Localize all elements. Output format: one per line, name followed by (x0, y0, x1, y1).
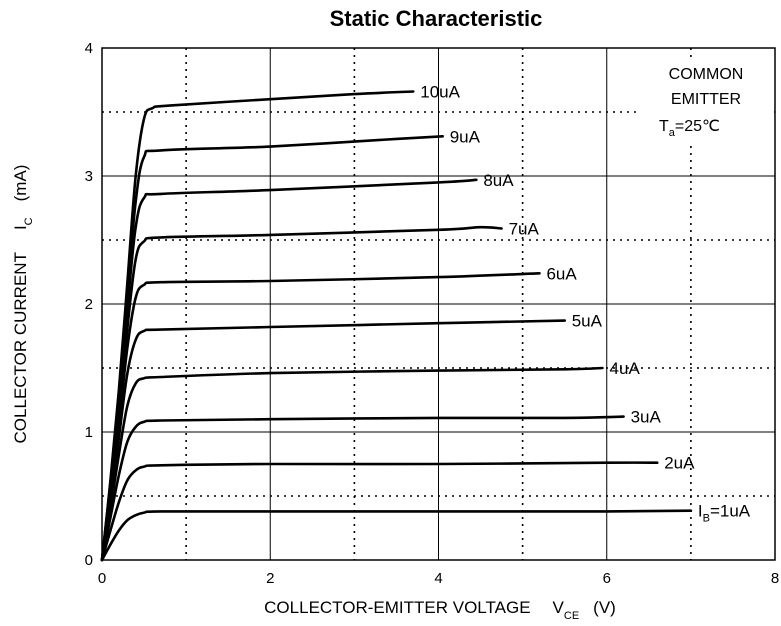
y-tick-label-0: 0 (85, 552, 93, 569)
x-tick-label-8: 8 (771, 570, 779, 587)
y-axis-subscript: C (23, 217, 35, 225)
x-axis-unit: (V) (593, 598, 616, 617)
chart-title: Static Characteristic (330, 6, 543, 31)
curve-label-1uA: IB=1uA (698, 502, 751, 525)
curve-label-4uA: 4uA (610, 359, 641, 378)
y-axis-label: COLLECTOR CURRENT IC (mA) (11, 165, 35, 444)
x-tick-label-4: 4 (434, 570, 442, 587)
curve-label-10uA: 10uA (420, 83, 460, 102)
y-axis-symbol: I (11, 225, 30, 230)
y-tick-label-2: 2 (85, 296, 93, 313)
curve-label-6uA: 6uA (546, 264, 577, 283)
curve-9uA (100, 135, 444, 562)
plot-frame (101, 47, 776, 561)
annotation-temp-symbol: T (659, 118, 669, 135)
x-tick-label-2: 2 (266, 570, 274, 587)
curve-labels: IB=1uA 2uA 3uA 4uA 5uA 6uA 7uA 8uA 9uA 10uA (420, 83, 751, 525)
annotation-emitter: EMITTER (671, 91, 741, 108)
curve-label-8uA: 8uA (483, 171, 514, 190)
curve-2uA (100, 461, 659, 562)
tick-labels: 0 2 4 6 8 0 1 2 3 4 (85, 40, 780, 587)
x-tick-label-0: 0 (98, 570, 106, 587)
y-tick-label-1: 1 (85, 424, 93, 441)
curve-4uA (100, 366, 604, 562)
x-tick-label-6: 6 (603, 570, 611, 587)
annotation-common: COMMON (669, 66, 744, 83)
annotation-bg (640, 60, 770, 144)
annotation-temp-subscript: a (669, 127, 676, 139)
y-axis-unit: (mA) (11, 165, 30, 202)
curve-label-9uA: 9uA (450, 127, 481, 146)
x-axis-label: COLLECTOR-EMITTER VOLTAGE VCE (V) (264, 598, 616, 622)
curve-5uA (100, 319, 566, 562)
y-tick-label-3: 3 (85, 168, 93, 185)
y-tick-label-4: 4 (85, 40, 93, 57)
curve-label-2uA: 2uA (664, 454, 695, 473)
annotation-temperature: Ta=25℃ (659, 118, 720, 139)
curve-label-7uA: 7uA (509, 219, 540, 238)
curve-label-5uA: 5uA (572, 312, 603, 331)
x-axis-symbol: V (553, 598, 565, 617)
annotation-temp-value: =25℃ (675, 118, 720, 135)
curve-1uA (100, 509, 693, 562)
curves (100, 90, 693, 562)
curve-10uA (100, 90, 415, 562)
x-axis-subscript: CE (564, 610, 579, 622)
curve-label-3uA: 3uA (631, 408, 662, 427)
x-axis-label-main: COLLECTOR-EMITTER VOLTAGE (264, 598, 530, 617)
y-axis-label-main: COLLECTOR CURRENT (11, 252, 30, 443)
curve-3uA (100, 415, 625, 562)
